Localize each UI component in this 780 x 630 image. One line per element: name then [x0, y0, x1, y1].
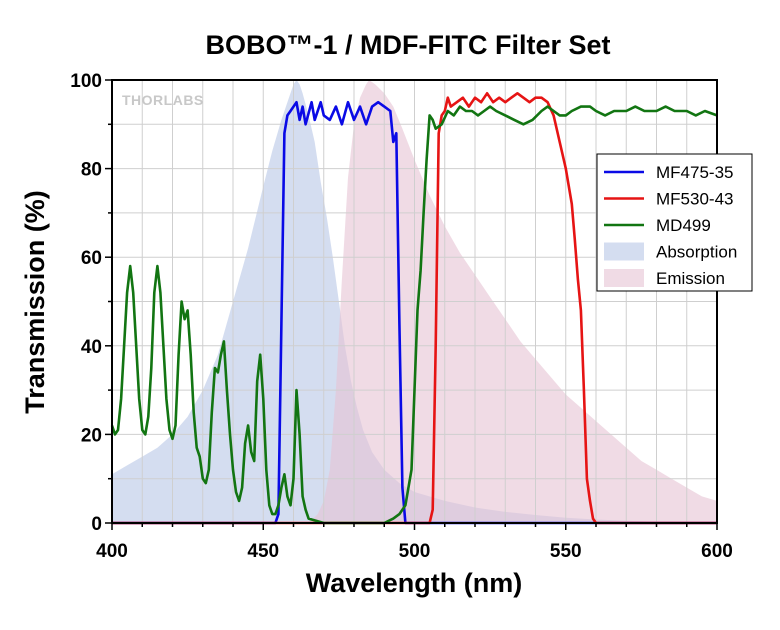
legend-label-emission: Emission — [656, 269, 725, 288]
x-tick-label: 450 — [247, 541, 279, 562]
legend-label-absorption: Absorption — [656, 243, 737, 262]
chart-legend: MF475-35 MF530-43 MD499 Absorption Emission — [596, 153, 753, 292]
legend-box — [596, 153, 753, 292]
legend-swatch-absorption — [604, 242, 644, 261]
grid-layer — [112, 80, 717, 523]
legend-swatch-emission — [604, 269, 644, 287]
y-tick-label: 100 — [70, 71, 102, 92]
series-md499-line — [110, 105, 718, 525]
x-tick-label: 550 — [550, 541, 582, 562]
x-tick-label: 400 — [96, 541, 128, 562]
line-layer — [110, 92, 718, 525]
x-tick-label: 600 — [701, 541, 733, 562]
y-tick-label: 60 — [81, 248, 102, 269]
y-tick-label: 20 — [81, 425, 102, 446]
series-mf475-35-line — [112, 100, 717, 525]
thorlabs-watermark: THORLABS — [122, 92, 204, 108]
tick-layer: 400 450 500 550 600 0 20 40 60 80 100 — [70, 71, 733, 562]
chart-title: BOBO™-1 / MDF-FITC Filter Set — [206, 30, 611, 60]
y-tick-label: 80 — [81, 160, 102, 181]
y-axis-title: Transmission (%) — [20, 190, 50, 414]
x-axis-title: Wavelength (nm) — [306, 568, 523, 598]
legend-label-md499: MD499 — [656, 216, 711, 235]
legend-label-mf475-35: MF475-35 — [656, 163, 733, 182]
y-tick-label: 0 — [91, 514, 102, 535]
x-tick-label: 500 — [399, 541, 431, 562]
series-mf530-43-line — [112, 92, 717, 525]
legend-label-mf530-43: MF530-43 — [656, 190, 733, 209]
y-tick-label: 40 — [81, 337, 102, 358]
